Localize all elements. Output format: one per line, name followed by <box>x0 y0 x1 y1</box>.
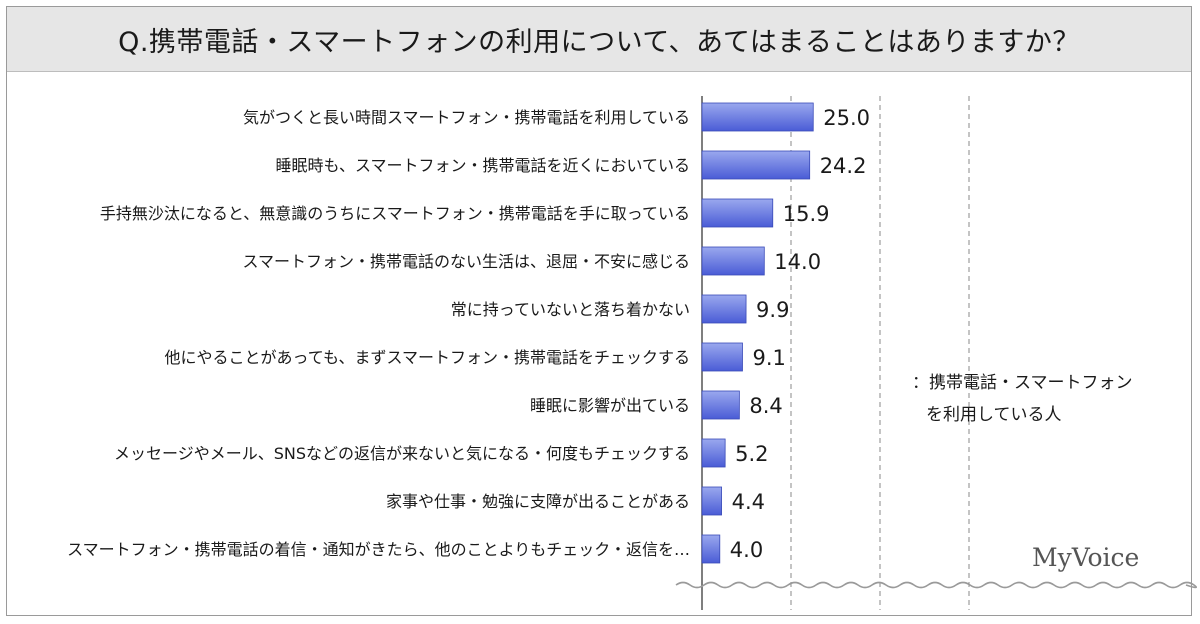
category-label-8: メッセージやメール、SNSなどの返信が来ないと気になる・何度もチェックする <box>114 444 690 463</box>
bar-5 <box>701 294 747 324</box>
bar-10 <box>701 534 721 564</box>
value-label-2: 24.2 <box>820 154 867 178</box>
bar-9 <box>701 486 722 516</box>
value-label-3: 15.9 <box>783 202 830 226</box>
category-label-7: 睡眠に影響が出ている <box>530 396 690 415</box>
category-label-1: 気がつくと長い時間スマートフォン・携帯電話を利用している <box>243 108 690 127</box>
category-label-3: 手持無沙汰になると、無意識のうちにスマートフォン・携帯電話を手に取っている <box>100 204 690 223</box>
category-label-2: 睡眠時も、スマートフォン・携帯電話を近くにおいている <box>275 156 690 175</box>
bar-2 <box>701 150 811 180</box>
category-label-10: スマートフォン・携帯電話の着信・通知がきたら、他のことよりもチェック・返信を… <box>67 540 690 559</box>
bar-3 <box>701 198 774 228</box>
legend-line-2: を利用している人 <box>926 405 1062 425</box>
bar-6 <box>701 342 743 372</box>
axis-break-wave <box>675 581 1197 589</box>
category-labels: 気がつくと長い時間スマートフォン・携帯電話を利用している睡眠時も、スマートフォン… <box>67 108 690 559</box>
value-label-1: 25.0 <box>823 106 870 130</box>
value-label-10: 4.0 <box>730 538 763 562</box>
question-title: Q.携帯電話・スマートフォンの利用について、あてはまることはありますか？ <box>118 26 1080 58</box>
bar-8 <box>701 438 726 468</box>
value-label-6: 9.1 <box>752 346 785 370</box>
bar-4 <box>701 246 765 276</box>
grid-lines <box>790 96 970 610</box>
value-label-5: 9.9 <box>756 298 789 322</box>
category-label-4: スマートフォン・携帯電話のない生活は、退屈・不安に感じる <box>242 252 690 271</box>
bar-1 <box>701 102 814 132</box>
myvoice-logo: MyVoice <box>1032 543 1139 572</box>
value-labels: 25.0 24.2 15.9 14.0 9.9 9.1 8.4 5.2 4.4 4.0 <box>730 106 870 562</box>
legend: ：携帯電話・スマートフォン を利用している人 <box>912 373 1133 425</box>
bar-7 <box>701 390 740 420</box>
category-label-6: 他にやることがあっても、まずスマートフォン・携帯電話をチェックする <box>165 348 690 367</box>
chart-frame: Q.携帯電話・スマートフォンの利用について、あてはまることはありますか？ <box>6 6 1192 616</box>
value-label-8: 5.2 <box>735 442 768 466</box>
question-title-bar: Q.携帯電話・スマートフォンの利用について、あてはまることはありますか？ <box>7 7 1191 72</box>
category-label-5: 常に持っていないと落ち着かない <box>451 300 690 319</box>
value-label-7: 8.4 <box>749 394 782 418</box>
value-label-9: 4.4 <box>732 490 765 514</box>
value-label-4: 14.0 <box>774 250 821 274</box>
legend-line-1: ：携帯電話・スマートフォン <box>912 373 1133 393</box>
category-label-9: 家事や仕事・勉強に支障が出ることがある <box>386 492 690 511</box>
bars-group <box>701 102 814 564</box>
